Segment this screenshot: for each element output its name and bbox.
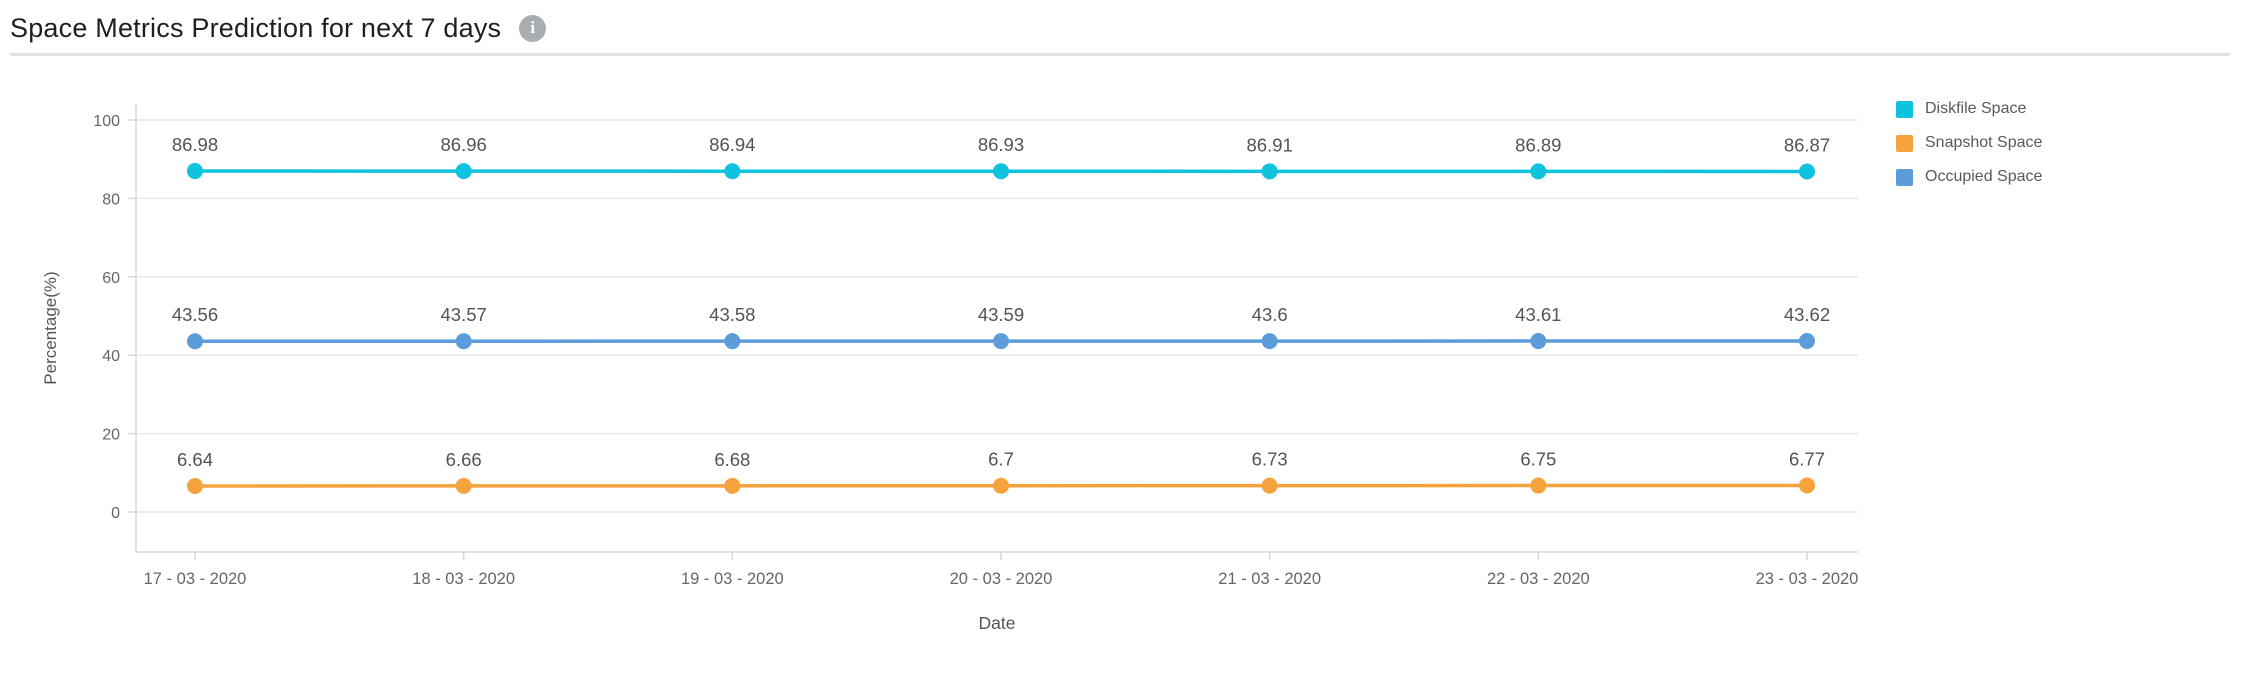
data-point[interactable] — [187, 163, 203, 180]
data-point[interactable] — [455, 163, 472, 180]
data-point[interactable] — [1261, 477, 1278, 494]
header-divider — [10, 53, 2230, 56]
legend-item-occupied-space[interactable]: Occupied Space — [1896, 168, 2042, 186]
data-point[interactable] — [455, 477, 472, 494]
data-point[interactable] — [724, 333, 741, 350]
data-point[interactable] — [724, 477, 741, 494]
x-tick-label: 20 - 03 - 2020 — [950, 570, 1053, 588]
data-label: 43.59 — [978, 304, 1024, 325]
data-label: 43.57 — [441, 304, 487, 325]
x-tick-label: 23 - 03 - 2020 — [1756, 570, 1859, 588]
data-label: 43.6 — [1252, 304, 1288, 325]
data-point[interactable] — [187, 477, 203, 494]
data-point[interactable] — [993, 477, 1009, 494]
x-axis-title: Date — [979, 613, 1016, 633]
data-label: 6.7 — [988, 449, 1014, 470]
data-point[interactable] — [1799, 477, 1815, 494]
data-point[interactable] — [187, 333, 203, 350]
y-tick-label: 40 — [102, 348, 120, 365]
data-label: 43.61 — [1515, 304, 1561, 325]
y-axis-title: Percentage(%) — [41, 271, 60, 384]
y-tick-label: 80 — [102, 191, 120, 208]
legend-label: Diskfile Space — [1925, 100, 2027, 117]
data-label: 86.93 — [978, 134, 1024, 155]
legend-swatch — [1896, 100, 1913, 118]
line-chart: 0 20 40 60 80 100 17 - 03 - 2020 18 - 03 - 2020… — [41, 104, 1859, 633]
data-label: 43.58 — [709, 304, 755, 325]
data-point[interactable] — [724, 163, 741, 180]
data-point[interactable] — [993, 163, 1009, 180]
y-tick-label: 60 — [102, 270, 120, 287]
data-point[interactable] — [1530, 163, 1547, 180]
data-label: 86.96 — [441, 134, 487, 155]
legend-label: Snapshot Space — [1925, 134, 2043, 151]
chart-header: Space Metrics Prediction for next 7 days… — [10, 6, 547, 50]
page-title: Space Metrics Prediction for next 7 days — [10, 12, 502, 43]
x-tick-label: 17 - 03 - 2020 — [144, 570, 247, 588]
data-label: 6.68 — [714, 449, 750, 470]
x-tick-label: 21 - 03 - 2020 — [1218, 570, 1321, 588]
data-point[interactable] — [1799, 163, 1815, 180]
info-icon[interactable]: i — [519, 14, 547, 42]
data-point[interactable] — [1261, 163, 1278, 180]
data-label: 86.91 — [1247, 134, 1293, 155]
x-tick-label: 18 - 03 - 2020 — [412, 570, 515, 588]
data-point[interactable] — [993, 333, 1009, 350]
data-label: 43.56 — [172, 304, 218, 325]
data-label: 6.66 — [446, 449, 482, 470]
data-label: 6.77 — [1789, 448, 1825, 469]
data-point[interactable] — [1261, 333, 1278, 350]
data-label: 43.62 — [1784, 304, 1830, 325]
chart-legend: Diskfile Space Snapshot Space Occupied Spa… — [1896, 100, 2042, 186]
data-label: 86.87 — [1784, 134, 1830, 155]
data-label: 86.89 — [1515, 134, 1561, 155]
legend-item-snapshot-space[interactable]: Snapshot Space — [1896, 134, 2042, 152]
legend-item-diskfile-space[interactable]: Diskfile Space — [1896, 100, 2042, 118]
legend-swatch — [1896, 168, 1913, 186]
y-tick-label: 0 — [111, 505, 120, 522]
legend-swatch — [1896, 134, 1913, 152]
x-tick-label: 22 - 03 - 2020 — [1487, 570, 1590, 588]
data-point[interactable] — [1530, 333, 1547, 350]
y-tick-label: 100 — [93, 113, 120, 130]
legend-label: Occupied Space — [1925, 168, 2043, 185]
x-tick-label: 19 - 03 - 2020 — [681, 570, 784, 588]
data-label: 6.73 — [1252, 449, 1288, 470]
data-label: 86.94 — [709, 134, 755, 155]
data-point[interactable] — [1530, 477, 1547, 494]
data-point[interactable] — [1799, 333, 1815, 350]
data-label: 6.64 — [177, 449, 213, 470]
data-label: 86.98 — [172, 134, 218, 155]
data-point[interactable] — [455, 333, 472, 350]
data-label: 6.75 — [1520, 449, 1556, 470]
y-tick-label: 20 — [102, 427, 120, 444]
